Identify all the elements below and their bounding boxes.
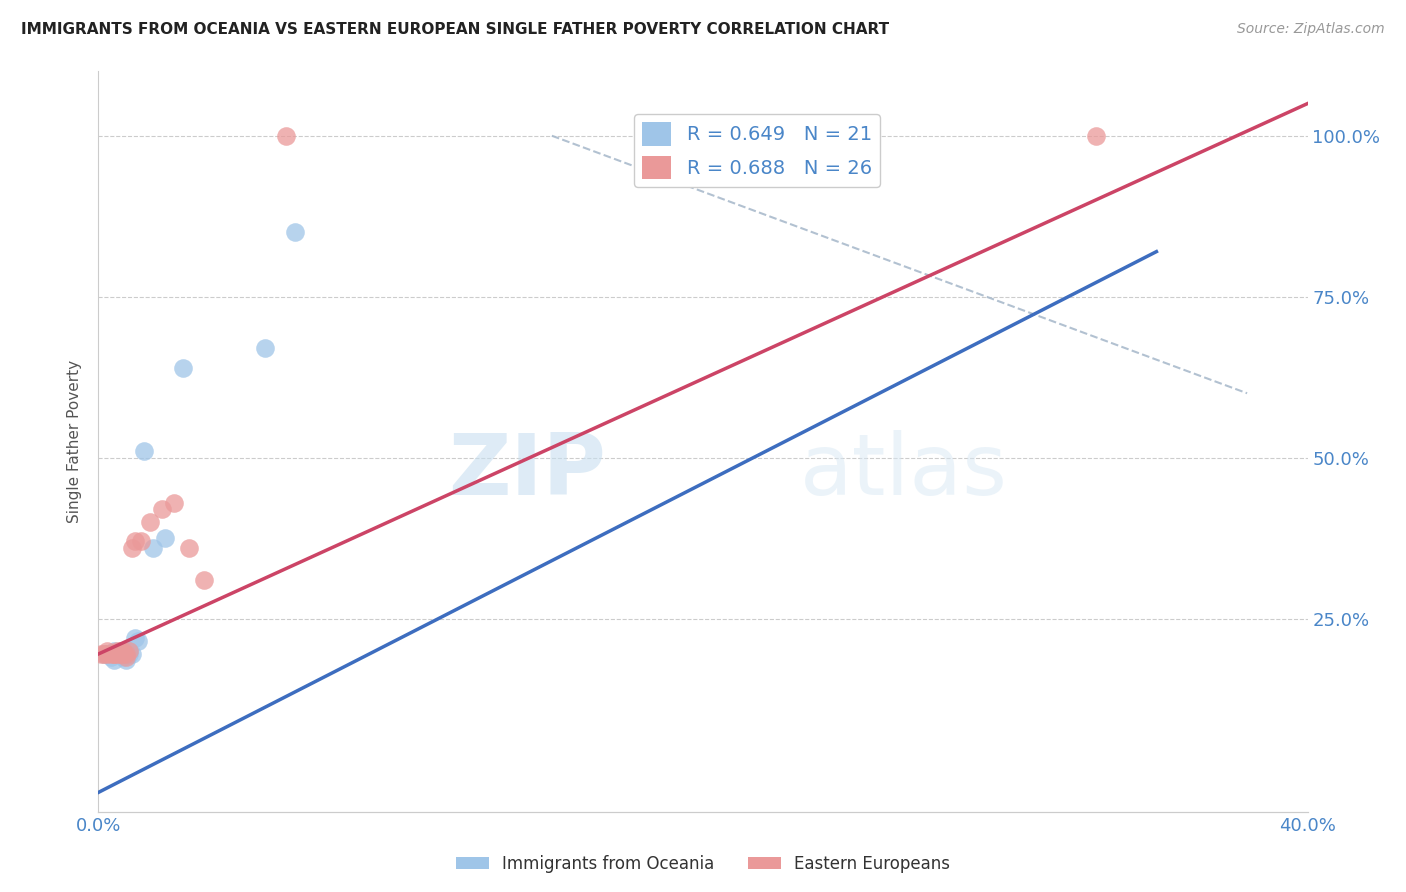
Point: [103, 653, 125, 667]
Point: [111, 644, 134, 658]
Point: [139, 515, 162, 529]
Point: [93, 647, 115, 661]
Point: [93, 647, 115, 661]
Point: [129, 534, 152, 549]
Point: [114, 647, 136, 661]
Point: [100, 650, 122, 665]
Text: Source: ZipAtlas.com: Source: ZipAtlas.com: [1237, 22, 1385, 37]
Legend: R = 0.649   N = 21, R = 0.688   N = 26: R = 0.649 N = 21, R = 0.688 N = 26: [634, 114, 880, 187]
Y-axis label: Single Father Poverty: Single Father Poverty: [67, 360, 83, 523]
Point: [124, 534, 146, 549]
Point: [153, 531, 176, 545]
Point: [172, 360, 194, 375]
Point: [100, 647, 122, 661]
Point: [284, 225, 307, 239]
Point: [111, 650, 134, 665]
Point: [253, 341, 276, 355]
Point: [90, 647, 112, 661]
Point: [111, 644, 134, 658]
Point: [103, 647, 125, 661]
Point: [118, 647, 141, 661]
Point: [163, 496, 186, 510]
Point: [121, 541, 143, 555]
Point: [1085, 128, 1108, 143]
Point: [274, 128, 297, 143]
Point: [114, 650, 136, 665]
Point: [108, 644, 131, 658]
Point: [150, 502, 173, 516]
Point: [193, 573, 215, 587]
Text: atlas: atlas: [800, 430, 1008, 513]
Point: [103, 644, 125, 658]
Point: [127, 634, 149, 648]
Point: [103, 647, 125, 661]
Point: [118, 644, 141, 658]
Point: [132, 444, 155, 458]
Point: [118, 644, 141, 658]
Point: [96, 647, 118, 661]
Point: [105, 647, 128, 661]
Text: IMMIGRANTS FROM OCEANIA VS EASTERN EUROPEAN SINGLE FATHER POVERTY CORRELATION CH: IMMIGRANTS FROM OCEANIA VS EASTERN EUROP…: [21, 22, 889, 37]
Point: [108, 647, 131, 661]
Point: [121, 647, 143, 661]
Point: [179, 541, 201, 555]
Point: [96, 644, 118, 658]
Point: [96, 647, 118, 661]
Text: ZIP: ZIP: [449, 430, 606, 513]
Point: [114, 653, 136, 667]
Point: [142, 541, 165, 555]
Legend: Immigrants from Oceania, Eastern Europeans: Immigrants from Oceania, Eastern Europea…: [449, 848, 957, 880]
Point: [105, 647, 128, 661]
Point: [124, 631, 146, 645]
Point: [108, 647, 131, 661]
Point: [105, 644, 128, 658]
Point: [111, 647, 134, 661]
